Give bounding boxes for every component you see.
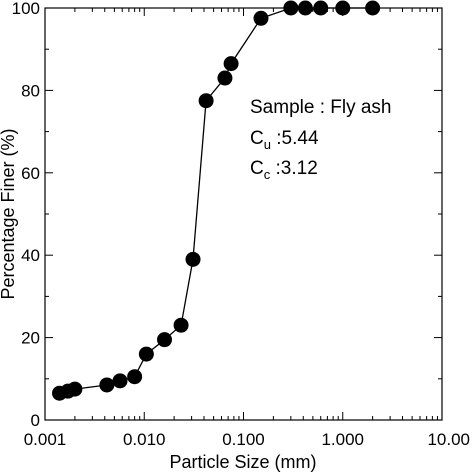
y-tick-label: 100	[12, 0, 40, 18]
data-point	[365, 0, 381, 16]
cu-value: :5.44	[271, 128, 319, 149]
data-point	[173, 317, 189, 333]
x-tick-label: 10.00	[427, 430, 470, 449]
data-point	[223, 56, 239, 72]
data-point	[99, 377, 115, 393]
y-axis-title: Percentage Finer (%)	[0, 128, 18, 299]
data-points	[52, 0, 381, 401]
tick-labels: 0 20 40 60 80 100 0.001 0.010 0.100 1.000 10.00	[12, 0, 470, 449]
plot-frame	[44, 7, 443, 421]
annotation-cc: Cc :3.12	[250, 158, 318, 182]
data-point	[335, 0, 351, 16]
x-tick-label: 0.001	[24, 430, 67, 449]
y-tick-label: 40	[21, 246, 40, 265]
x-tick-label: 0.100	[222, 430, 265, 449]
data-point	[185, 251, 201, 267]
data-point	[217, 70, 233, 86]
x-tick-label: 1.000	[321, 430, 364, 449]
data-point	[283, 0, 299, 16]
data-point	[198, 93, 214, 109]
series-line	[59, 7, 373, 394]
annotation-cu: Cu :5.44	[250, 128, 319, 152]
cc-subscript: c	[264, 167, 271, 182]
y-tick-label: 20	[21, 329, 40, 348]
x-tick-label: 0.010	[123, 430, 166, 449]
data-point	[253, 10, 269, 26]
data-point	[67, 381, 83, 397]
data-point	[157, 332, 173, 348]
data-point	[313, 0, 329, 16]
cc-value: :3.12	[270, 158, 318, 179]
data-point	[112, 373, 128, 389]
cc-symbol: C	[250, 158, 264, 179]
y-tick-label: 80	[21, 81, 40, 100]
data-point	[297, 0, 313, 16]
x-axis-title: Particle Size (mm)	[169, 452, 316, 472]
data-point	[138, 346, 154, 362]
cu-symbol: C	[250, 128, 264, 149]
cu-subscript: u	[264, 137, 271, 152]
y-tick-label: 0	[31, 411, 40, 430]
data-point	[127, 369, 143, 385]
y-tick-label: 60	[21, 164, 40, 183]
annotation-sample: Sample : Fly ash	[250, 97, 392, 118]
axis-ticks	[44, 7, 442, 421]
